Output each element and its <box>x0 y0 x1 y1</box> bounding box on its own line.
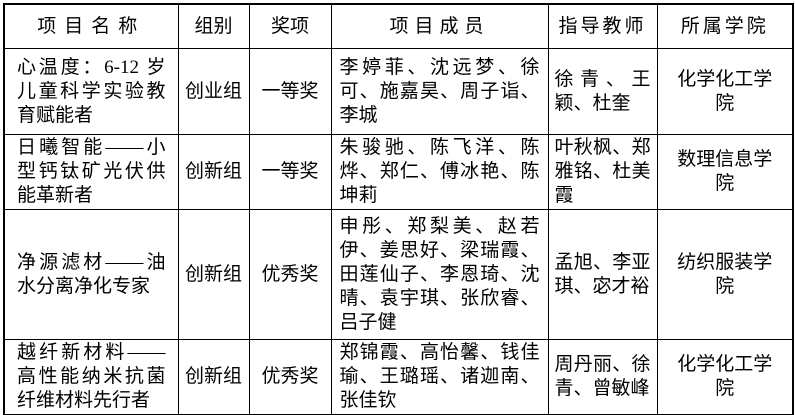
college-cell: 纺织服装学院 <box>656 209 794 340</box>
award-cell: 一等奖 <box>248 134 332 210</box>
members-cell: 申彤、郑梨美、赵若伊、姜思好、梁瑞霞、田莲仙子、李恩琦、沈晴、袁宇琪、张欣睿、吕… <box>330 209 549 340</box>
header-project-name: 项目名称 <box>3 3 179 49</box>
project-name-cell: 净源滤材——油水分离净化专家 <box>3 209 179 340</box>
table-row: 净源滤材——油水分离净化专家 创新组 优秀奖 申彤、郑梨美、赵若伊、姜思好、梁瑞… <box>3 209 794 340</box>
members-cell: 朱骏驰、陈飞洋、陈烨、郑仁、傅冰艳、陈坤莉 <box>330 134 549 210</box>
header-college: 所属学院 <box>656 3 794 49</box>
group-cell: 创新组 <box>177 134 250 210</box>
advisors-cell: 叶秋枫、郑雅铭、杜美霞 <box>547 134 658 210</box>
members-cell: 郑锦霞、高怡馨、钱佳瑜、王璐瑶、诸迦南、张佳钦 <box>330 339 549 415</box>
header-award: 奖项 <box>248 3 332 49</box>
project-name-cell: 越纤新材料——高性能纳米抗菌纤维材料先行者 <box>3 339 179 415</box>
members-cell: 李婷菲、沈远梦、徐可、施嘉昊、周子诣、李城 <box>330 48 549 135</box>
award-results-table: 项目名称 组别 奖项 项目成员 指导教师 所属学院 心温度：6-12 岁儿童科学… <box>3 3 794 415</box>
project-name-cell: 日曦智能——小型钙钛矿光伏供能革新者 <box>3 134 179 210</box>
header-group: 组别 <box>177 3 250 49</box>
table-row: 日曦智能——小型钙钛矿光伏供能革新者 创新组 一等奖 朱骏驰、陈飞洋、陈烨、郑仁… <box>3 134 794 210</box>
award-cell: 一等奖 <box>248 48 332 135</box>
award-cell: 优秀奖 <box>248 339 332 415</box>
group-cell: 创新组 <box>177 339 250 415</box>
college-cell: 化学化工学院 <box>656 48 794 135</box>
header-members: 项目成员 <box>330 3 549 49</box>
table-row: 越纤新材料——高性能纳米抗菌纤维材料先行者 创新组 优秀奖 郑锦霞、高怡馨、钱佳… <box>3 339 794 415</box>
award-cell: 优秀奖 <box>248 209 332 340</box>
header-advisors: 指导教师 <box>547 3 658 49</box>
advisors-cell: 周丹丽、徐青、曾敏峰 <box>547 339 658 415</box>
table-row: 心温度：6-12 岁儿童科学实验教育赋能者 创业组 一等奖 李婷菲、沈远梦、徐可… <box>3 48 794 135</box>
group-cell: 创新组 <box>177 209 250 340</box>
advisors-cell: 孟旭、李亚琪、宓才裕 <box>547 209 658 340</box>
project-name-cell: 心温度：6-12 岁儿童科学实验教育赋能者 <box>3 48 179 135</box>
college-cell: 数理信息学院 <box>656 134 794 210</box>
advisors-cell: 徐青、王颖、杜奎 <box>547 48 658 135</box>
group-cell: 创业组 <box>177 48 250 135</box>
header-row: 项目名称 组别 奖项 项目成员 指导教师 所属学院 <box>3 3 794 49</box>
college-cell: 化学化工学院 <box>656 339 794 415</box>
